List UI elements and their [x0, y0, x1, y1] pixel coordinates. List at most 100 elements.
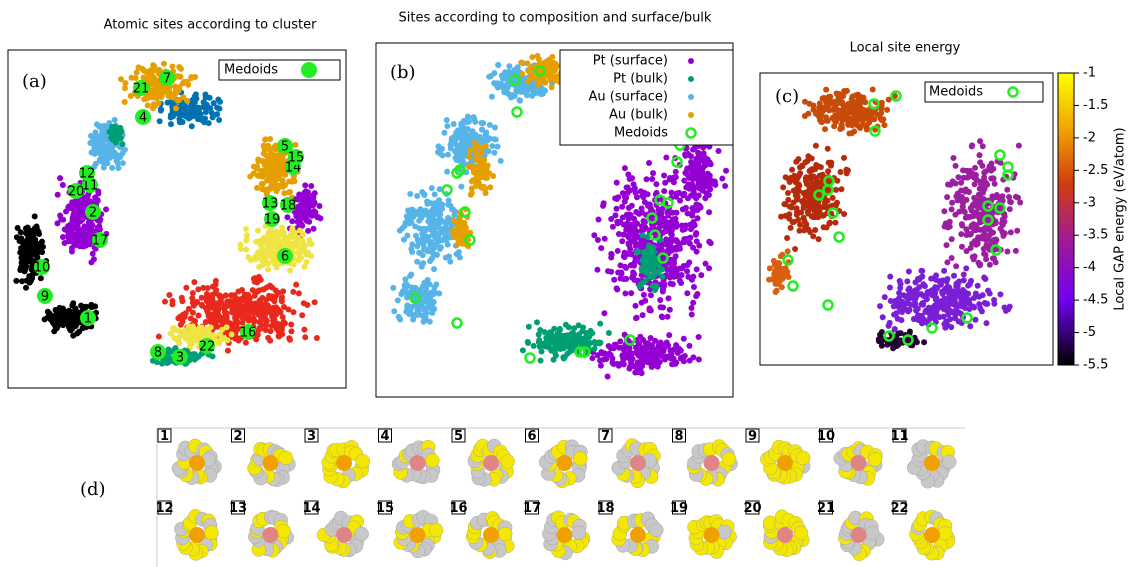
scatter-point: [74, 231, 81, 238]
scatter-point: [525, 78, 532, 85]
scatter-point: [950, 155, 957, 162]
scatter-point: [885, 322, 892, 329]
scatter-point: [990, 255, 997, 262]
scatter-point: [259, 180, 266, 187]
scatter-point: [430, 232, 437, 239]
scatter-point: [632, 302, 639, 309]
scatter-point: [793, 208, 800, 215]
scatter-point: [23, 284, 30, 291]
scatter-point: [846, 130, 853, 137]
scatter-point: [478, 120, 485, 127]
scatter-point: [627, 229, 634, 236]
legend-marker: [688, 112, 694, 118]
scatter-point: [160, 60, 167, 67]
scatter-point: [148, 75, 155, 82]
scatter-point: [812, 142, 819, 149]
scatter-point: [658, 346, 665, 353]
scatter-point: [662, 227, 669, 234]
scatter-point: [194, 333, 201, 340]
scatter-point: [431, 191, 438, 198]
scatter-point: [986, 290, 993, 297]
scatter-point: [414, 193, 421, 200]
scatter-point: [685, 181, 692, 188]
scatter-point: [619, 203, 626, 210]
scatter-point: [914, 305, 921, 312]
scatter-point: [176, 119, 183, 126]
scatter-point: [787, 224, 794, 231]
scatter-point: [680, 335, 687, 342]
scatter-point: [70, 300, 77, 307]
scatter-point: [793, 196, 800, 203]
scatter-point: [301, 263, 308, 270]
scatter-point: [420, 260, 427, 267]
medoid-label: 17: [92, 234, 109, 249]
medoid-label: 19: [264, 213, 281, 228]
scatter-point: [435, 149, 442, 156]
scatter-point: [53, 309, 60, 316]
tick-label: -2: [1083, 130, 1096, 145]
medoid-label: 4: [139, 111, 147, 126]
scatter-point: [956, 293, 963, 300]
panel-label: (c): [775, 86, 799, 107]
scatter-point: [254, 227, 261, 234]
scatter-point: [986, 261, 993, 268]
scatter-point: [665, 212, 672, 219]
scatter-point: [443, 228, 450, 235]
scatter-point: [782, 174, 789, 181]
scatter-point: [1000, 232, 1007, 239]
scatter-point: [30, 251, 37, 258]
scatter-point: [72, 199, 79, 206]
medoid-label: 22: [199, 340, 216, 355]
tick-label: -3.5: [1083, 228, 1108, 243]
scatter-point: [831, 100, 838, 107]
legend-marker: [301, 62, 317, 78]
scatter-point: [277, 182, 284, 189]
scatter-point: [706, 209, 713, 216]
scatter-point: [776, 270, 783, 277]
scatter-point: [66, 326, 73, 333]
scatter-point: [609, 223, 616, 230]
scatter-point: [92, 194, 99, 201]
scatter-point: [928, 275, 935, 282]
scatter-point: [797, 221, 804, 228]
medoid-ring: [833, 231, 845, 243]
scatter-point: [68, 245, 75, 252]
scatter-point: [626, 222, 633, 229]
scatter-point: [414, 258, 421, 265]
scatter-point: [661, 188, 668, 195]
scatter-point: [203, 101, 210, 108]
scatter-point: [271, 322, 278, 329]
scatter-point: [534, 319, 541, 326]
scatter-point: [301, 198, 308, 205]
scatter-point: [51, 320, 58, 327]
scatter-point: [899, 302, 906, 309]
scatter-point: [192, 353, 199, 360]
scatter-point: [444, 241, 451, 248]
scatter-point: [390, 284, 397, 291]
scatter-point: [229, 321, 236, 328]
scatter-point: [548, 347, 555, 354]
scatter-point: [694, 215, 701, 222]
scatter-point: [933, 303, 940, 310]
scatter-point: [480, 183, 487, 190]
scatter-point: [686, 357, 693, 364]
scatter-point: [979, 292, 986, 299]
scatter-point: [273, 228, 280, 235]
scatter-point: [216, 331, 223, 338]
scatter-point: [188, 108, 195, 115]
scatter-point: [808, 166, 815, 173]
scatter-point: [630, 215, 637, 222]
structure-number: 1: [160, 429, 169, 444]
scatter-point: [632, 369, 639, 376]
scatter-point: [140, 67, 147, 74]
scatter-point: [881, 294, 888, 301]
scatter-point: [601, 235, 608, 242]
scatter-point: [294, 218, 301, 225]
scatter-point: [218, 336, 225, 343]
scatter-point: [172, 90, 179, 97]
scatter-point: [295, 207, 302, 214]
scatter-point: [219, 326, 226, 333]
scatter-point: [109, 164, 116, 171]
scatter-point: [773, 287, 780, 294]
